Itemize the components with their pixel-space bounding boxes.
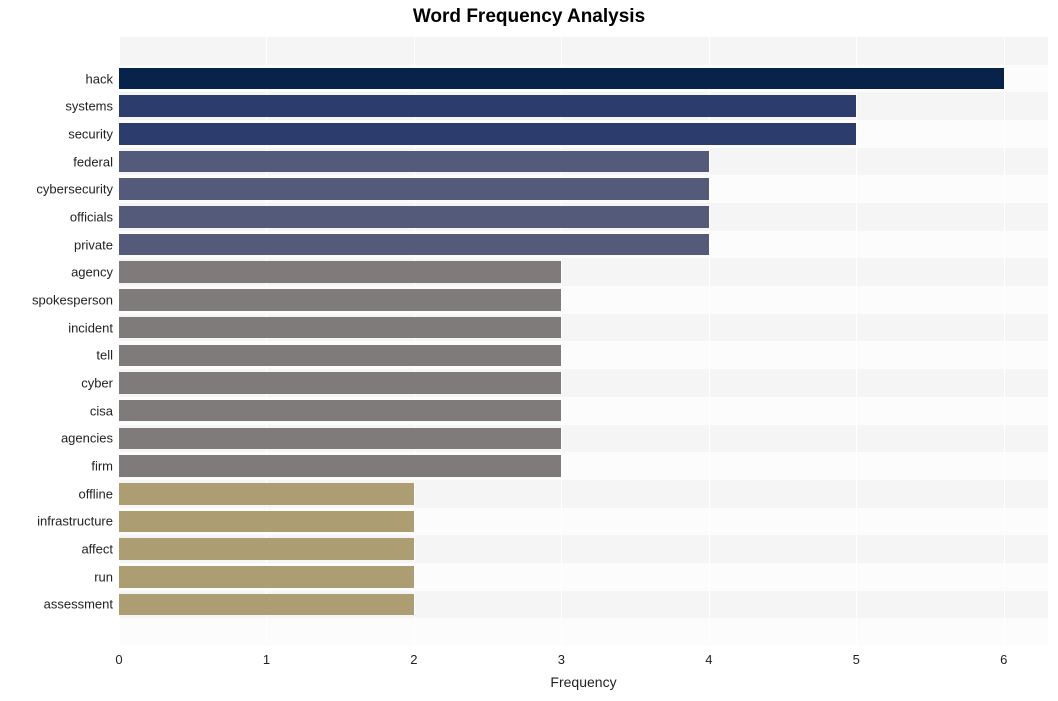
x-tick-label: 6 bbox=[1000, 646, 1007, 667]
x-tick-label: 2 bbox=[410, 646, 417, 667]
y-tick-label: tell bbox=[96, 348, 119, 363]
y-tick-label: spokesperson bbox=[32, 292, 119, 307]
bar-assessment bbox=[119, 594, 414, 616]
y-tick-label: federal bbox=[73, 154, 119, 169]
y-tick-label: run bbox=[94, 569, 119, 584]
y-tick-label: systems bbox=[65, 99, 119, 114]
bar-officials bbox=[119, 206, 709, 228]
bar-systems bbox=[119, 95, 856, 117]
x-grid-line bbox=[856, 37, 857, 646]
y-tick-label: agency bbox=[71, 265, 119, 280]
y-tick-label: assessment bbox=[44, 597, 119, 612]
y-tick-label: firm bbox=[91, 459, 119, 474]
chart-container: Word Frequency Analysis 0123456hacksyste… bbox=[0, 0, 1058, 701]
x-tick-label: 4 bbox=[705, 646, 712, 667]
x-axis-label: Frequency bbox=[119, 674, 1048, 690]
plot-area: 0123456hacksystemssecurityfederalcyberse… bbox=[119, 37, 1048, 646]
bar-infrastructure bbox=[119, 511, 414, 533]
bar-cisa bbox=[119, 400, 561, 422]
x-tick-label: 0 bbox=[115, 646, 122, 667]
bar-agencies bbox=[119, 428, 561, 450]
bar-affect bbox=[119, 538, 414, 560]
bar-private bbox=[119, 234, 709, 256]
chart-title: Word Frequency Analysis bbox=[0, 6, 1058, 28]
bar-offline bbox=[119, 483, 414, 505]
bar-hack bbox=[119, 68, 1004, 90]
x-tick-label: 3 bbox=[558, 646, 565, 667]
y-tick-label: private bbox=[74, 237, 119, 252]
bar-incident bbox=[119, 317, 561, 339]
bar-federal bbox=[119, 151, 709, 173]
y-tick-label: incident bbox=[68, 320, 119, 335]
bar-spokesperson bbox=[119, 289, 561, 311]
plot-row-band bbox=[119, 37, 1048, 65]
bar-cyber bbox=[119, 372, 561, 394]
bar-tell bbox=[119, 345, 561, 367]
bar-agency bbox=[119, 261, 561, 283]
x-grid-line bbox=[1004, 37, 1005, 646]
y-tick-label: officials bbox=[70, 209, 119, 224]
y-tick-label: cybersecurity bbox=[36, 182, 119, 197]
y-tick-label: security bbox=[68, 126, 119, 141]
x-tick-label: 5 bbox=[853, 646, 860, 667]
y-tick-label: infrastructure bbox=[37, 514, 119, 529]
y-tick-label: cisa bbox=[90, 403, 119, 418]
y-tick-label: offline bbox=[79, 486, 119, 501]
bar-security bbox=[119, 123, 856, 145]
y-tick-label: hack bbox=[86, 71, 119, 86]
y-tick-label: cyber bbox=[81, 376, 119, 391]
y-tick-label: affect bbox=[81, 542, 119, 557]
bar-run bbox=[119, 566, 414, 588]
bar-firm bbox=[119, 455, 561, 477]
y-tick-label: agencies bbox=[61, 431, 119, 446]
bar-cybersecurity bbox=[119, 178, 709, 200]
x-tick-label: 1 bbox=[263, 646, 270, 667]
plot-row-band bbox=[119, 618, 1048, 646]
